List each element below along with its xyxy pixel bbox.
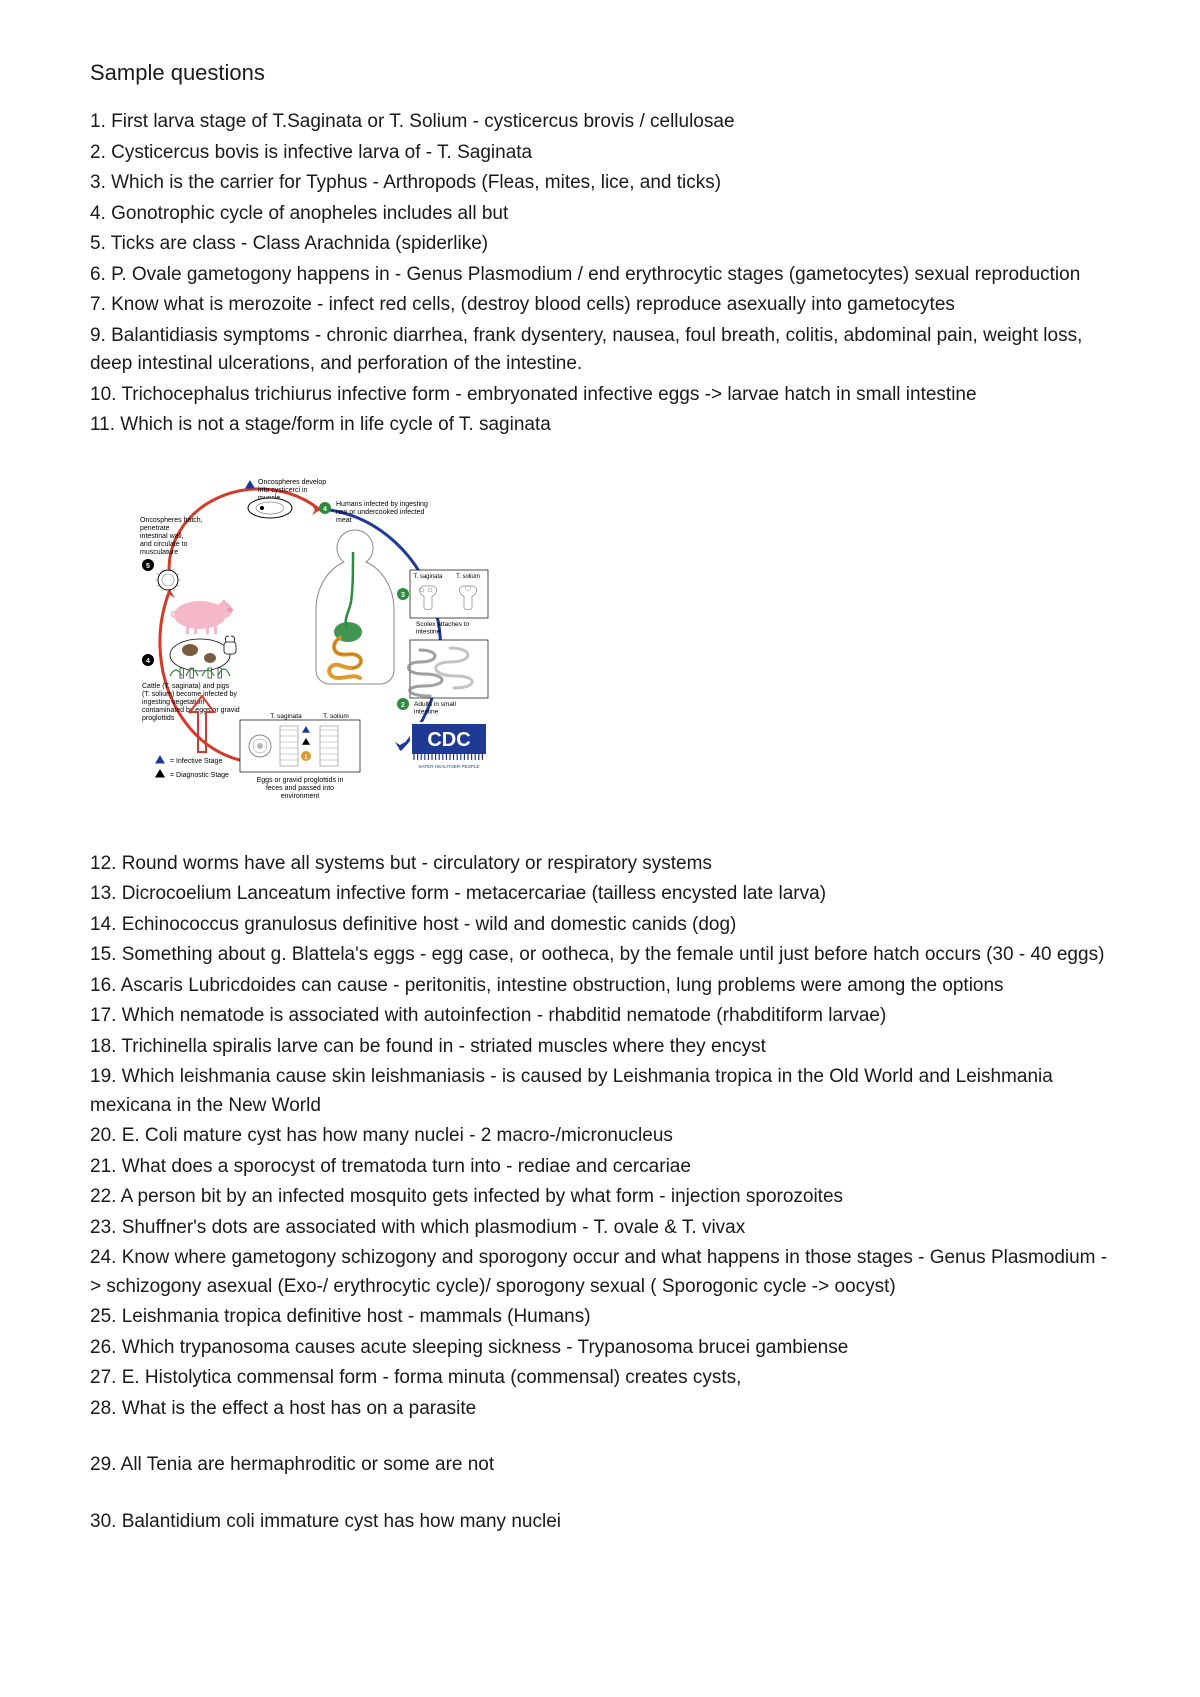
question-1: 2. Cysticercus bovis is infective larva … [90, 139, 1110, 168]
question-4: 16. Ascaris Lubricdoides can cause - per… [90, 972, 1110, 1001]
svg-text:T. saginata: T. saginata [270, 713, 302, 720]
svg-text:Cattle (T. saginata) and pigs: Cattle (T. saginata) and pigs [142, 683, 230, 690]
svg-text:= Diagnostic Stage: = Diagnostic Stage [170, 772, 229, 779]
svg-text:Adults in small: Adults in small [414, 701, 456, 708]
question-7: 9. Balantidiasis symptoms - chronic diar… [90, 322, 1110, 379]
lifecycle-diagram: Oncospheres developinto cysticerci in mus… [90, 460, 510, 820]
svg-text:musculature: musculature [140, 549, 178, 556]
question-15: 27. E. Histolytica commensal form - form… [90, 1364, 1110, 1393]
question-9: 21. What does a sporocyst of trematoda t… [90, 1153, 1110, 1182]
svg-text:T. saginata: T. saginata [413, 574, 443, 580]
svg-text:intestinal wall,: intestinal wall, [140, 533, 184, 540]
svg-text:Oncospheres develop: Oncospheres develop [258, 479, 326, 486]
page-title: Sample questions [90, 60, 1110, 86]
svg-text:2: 2 [401, 702, 405, 709]
question-0: 12. Round worms have all systems but - c… [90, 850, 1110, 879]
question-1: 13. Dicrocoelium Lanceatum infective for… [90, 880, 1110, 909]
question-8: 20. E. Coli mature cyst has how many nuc… [90, 1122, 1110, 1151]
svg-text:= Infective Stage: = Infective Stage [170, 758, 222, 765]
svg-text:(T. solium) become infected by: (T. solium) become infected by [142, 691, 237, 698]
questions-block-2: 12. Round worms have all systems but - c… [90, 850, 1110, 1424]
svg-text:feces and passed into: feces and passed into [266, 785, 334, 792]
svg-text:proglottids: proglottids [142, 715, 175, 722]
svg-text:Oncospheres hatch,: Oncospheres hatch, [140, 517, 203, 524]
svg-text:Humans infected by ingesting: Humans infected by ingesting [336, 501, 428, 508]
question-5: 17. Which nematode is associated with au… [90, 1002, 1110, 1031]
svg-text:T. solium: T. solium [456, 574, 480, 580]
question-3: 15. Something about g. Blattela's eggs -… [90, 941, 1110, 970]
svg-text:and circulate to: and circulate to [140, 541, 188, 548]
question-6: 18. Trichinella spiralis larve can be fo… [90, 1033, 1110, 1062]
svg-text:environment: environment [281, 793, 320, 800]
question-29: 29. All Tenia are hermaphroditic or some… [90, 1451, 1110, 1480]
question-2: 14. Echinococcus granulosus definitive h… [90, 911, 1110, 940]
svg-text:SAFER·HEALTHIER·PEOPLE: SAFER·HEALTHIER·PEOPLE [419, 764, 480, 769]
svg-text:CDC: CDC [427, 729, 470, 751]
question-5: 6. P. Ovale gametogony happens in - Genu… [90, 261, 1110, 290]
question-4: 5. Ticks are class - Class Arachnida (sp… [90, 230, 1110, 259]
question-30: 30. Balantidium coli immature cyst has h… [90, 1508, 1110, 1537]
question-0: 1. First larva stage of T.Saginata or T.… [90, 108, 1110, 137]
svg-text:penetrate: penetrate [140, 525, 170, 532]
question-7: 19. Which leishmania cause skin leishman… [90, 1063, 1110, 1120]
svg-text:raw or undercooked infected: raw or undercooked infected [336, 509, 424, 516]
question-9: 11. Which is not a stage/form in life cy… [90, 411, 1110, 440]
question-16: 28. What is the effect a host has on a p… [90, 1395, 1110, 1424]
svg-text:3: 3 [401, 592, 405, 599]
questions-block-1: 1. First larva stage of T.Saginata or T.… [90, 108, 1110, 440]
question-2: 3. Which is the carrier for Typhus - Art… [90, 169, 1110, 198]
svg-text:intestine: intestine [416, 628, 441, 635]
svg-text:meat: meat [336, 517, 352, 524]
question-14: 26. Which trypanosoma causes acute sleep… [90, 1334, 1110, 1363]
question-6: 7. Know what is merozoite - infect red c… [90, 291, 1110, 320]
svg-text:4: 4 [323, 506, 327, 513]
svg-text:intestine: intestine [414, 708, 439, 715]
question-12: 24. Know where gametogony schizogony and… [90, 1244, 1110, 1301]
question-10: 22. A person bit by an infected mosquito… [90, 1183, 1110, 1212]
svg-text:Scolex attaches to: Scolex attaches to [416, 621, 469, 628]
svg-text:T. solium: T. solium [323, 713, 349, 720]
svg-text:4: 4 [146, 658, 150, 665]
question-11: 23. Shuffner's dots are associated with … [90, 1214, 1110, 1243]
question-3: 4. Gonotrophic cycle of anopheles includ… [90, 200, 1110, 229]
svg-text:into cysticerci in: into cysticerci in [258, 487, 308, 494]
svg-text:5: 5 [146, 563, 150, 570]
question-8: 10. Trichocephalus trichiurus infective … [90, 381, 1110, 410]
question-13: 25. Leishmania tropica definitive host -… [90, 1303, 1110, 1332]
svg-text:Eggs or gravid proglottids in: Eggs or gravid proglottids in [257, 777, 344, 784]
